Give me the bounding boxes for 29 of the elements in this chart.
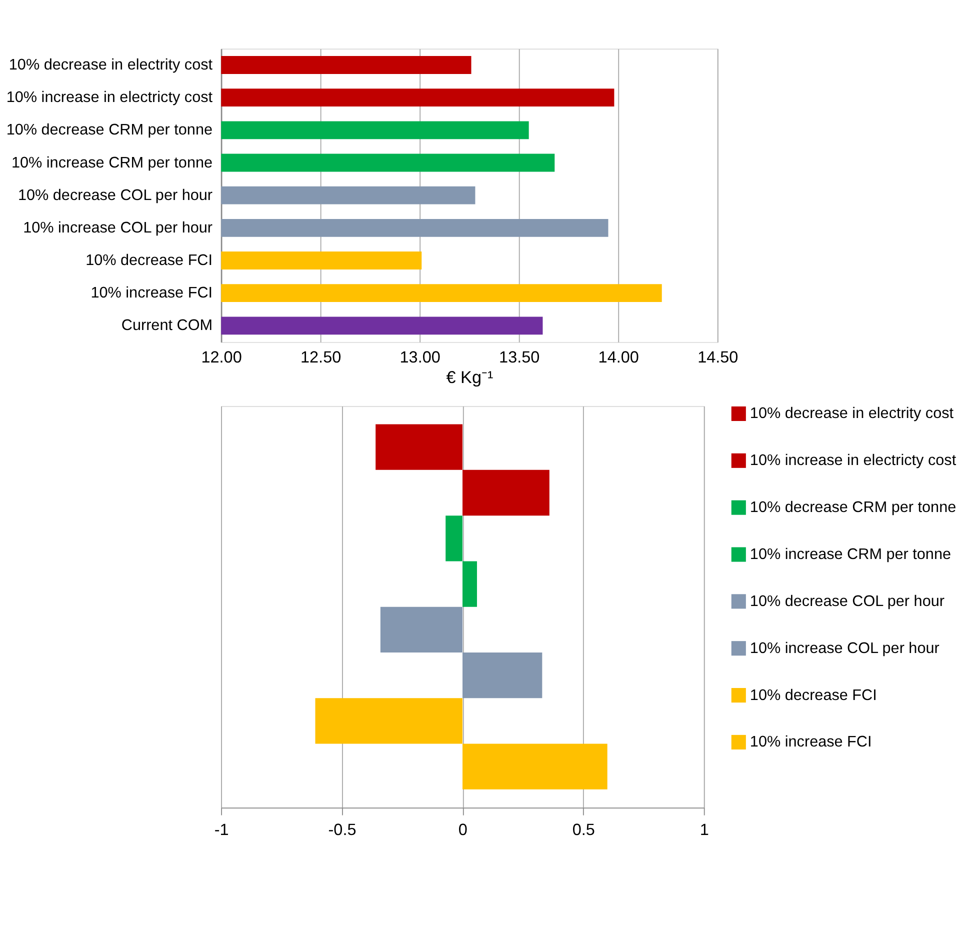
y-tick-label: 10% decrease COL per hour (18, 186, 213, 204)
y-tick-label: 10% increase FCI (90, 284, 213, 302)
x-tick-label: 1 (700, 821, 709, 840)
legend-label: 10% increase COL per hour (750, 640, 940, 657)
x-tick-label: 0.5 (572, 821, 595, 840)
x-tick-label: 14.00 (598, 348, 639, 366)
legend-label: 10% increase CRM per tonne (750, 546, 952, 564)
x-tick-label: 13.50 (499, 348, 540, 366)
x-tick-label: 12.50 (300, 348, 342, 366)
legend-label: 10% decrease in electrity cost (750, 405, 954, 422)
legend-label: 10% decrease CRM per tonne (750, 499, 956, 516)
y-tick-label: 10% increase COL per hour (23, 219, 213, 236)
x-tick-label: -1 (214, 821, 229, 840)
x-tick-label: 12.00 (201, 348, 242, 366)
legend-label: 10% increase in electricty cost (750, 452, 957, 470)
y-tick-label: 10% increase in electricty cost (6, 89, 214, 106)
y-tick-label: 10% decrease in electrity cost (8, 56, 214, 74)
x-tick-label: -0.5 (328, 821, 356, 840)
x-tick-label: 0 (458, 821, 468, 840)
x-axis-title: € Kg⁻¹ (446, 367, 494, 388)
y-tick-label: 10% increase CRM per tonne (11, 154, 213, 172)
y-tick-label: Current COM (121, 317, 213, 334)
y-tick-label: 10% decrease CRM per tonne (6, 122, 213, 139)
y-tick-label: 10% decrease FCI (86, 252, 213, 270)
x-tick-label: 14.50 (698, 348, 738, 366)
legend-label: 10% decrease COL per hour (750, 592, 944, 610)
x-tick-label: 13.00 (400, 348, 440, 366)
legend-label: 10% decrease FCI (750, 686, 877, 704)
legend-label: 10% increase FCI (750, 734, 872, 751)
